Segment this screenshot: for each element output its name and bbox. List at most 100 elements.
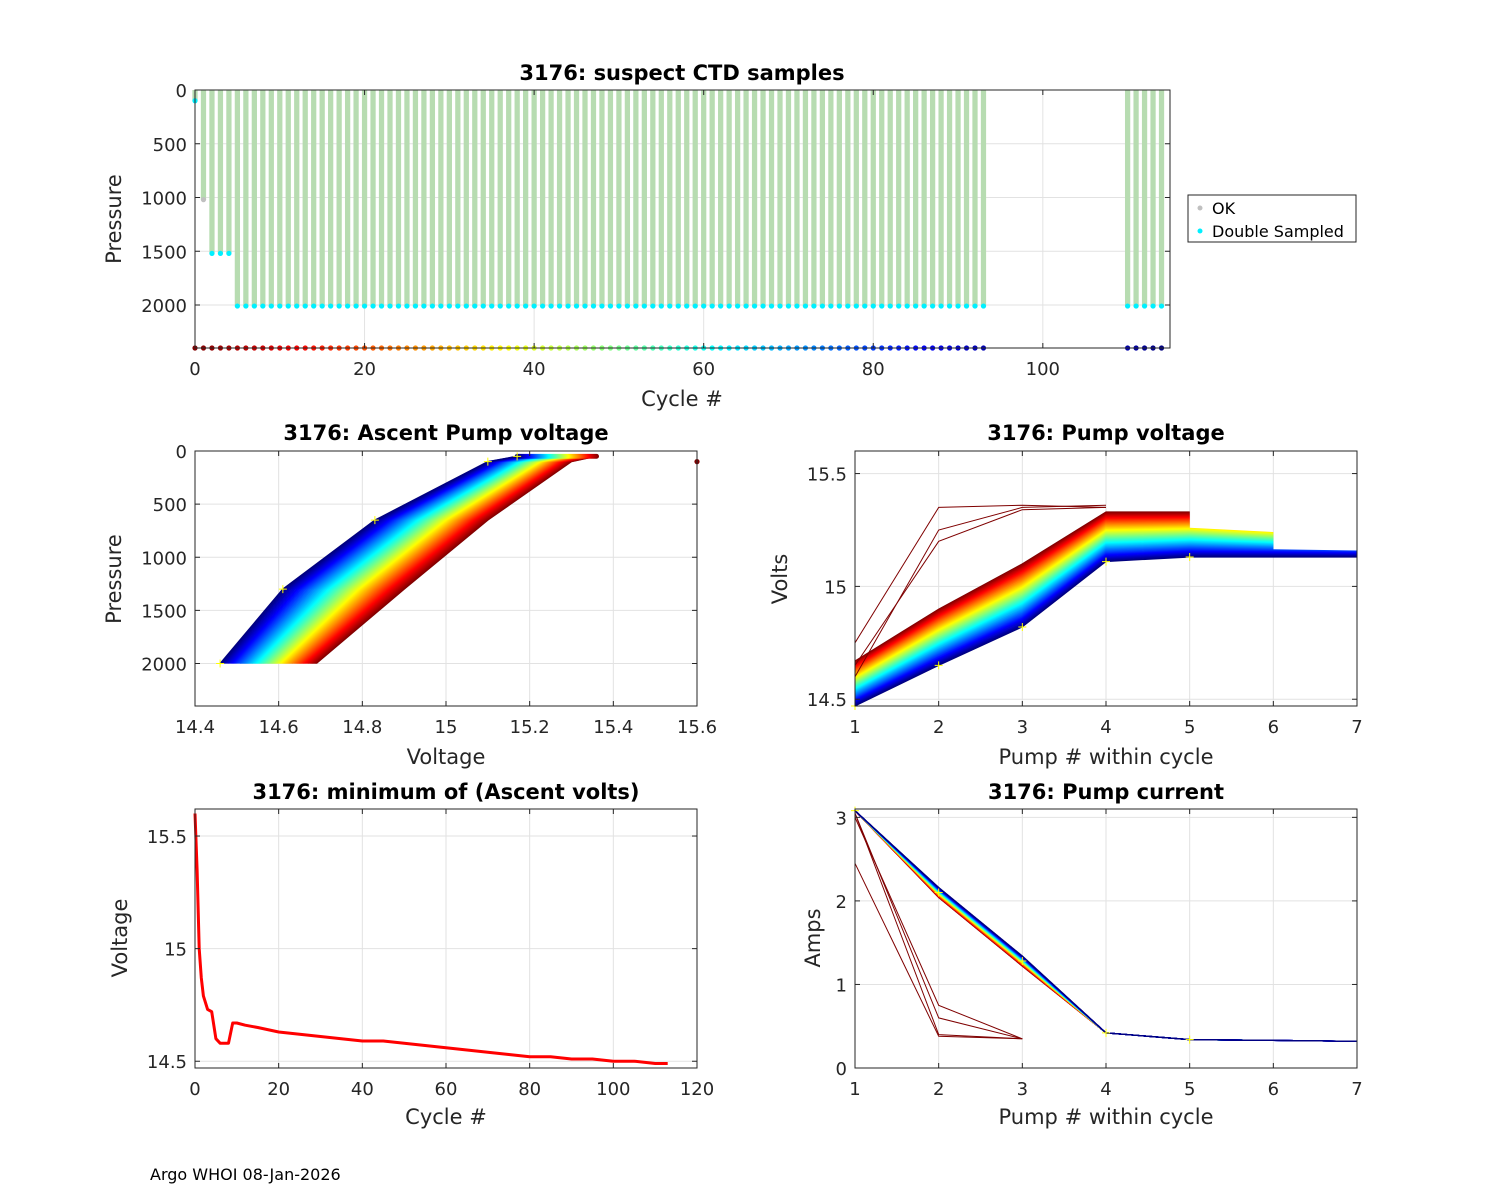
ctd-double-sample-point bbox=[972, 303, 978, 309]
ctd-sample-bar bbox=[938, 90, 944, 307]
ctd-double-sample-point bbox=[285, 303, 291, 309]
ctd-double-sample-point bbox=[675, 303, 681, 309]
pv-xtick-label: 5 bbox=[1184, 717, 1195, 738]
ctd-double-sample-point bbox=[633, 303, 639, 309]
ctd-sample-bar bbox=[692, 90, 698, 307]
ctd-sample-bar bbox=[455, 90, 461, 307]
ctd-double-sample-point bbox=[930, 303, 936, 309]
ctd-double-sample-point bbox=[667, 303, 673, 309]
ctd-xtick-label: 0 bbox=[189, 359, 200, 380]
ctd-double-sample-point bbox=[497, 303, 503, 309]
ctd-double-sample-point bbox=[243, 303, 249, 309]
ctd-double-sample-point bbox=[785, 303, 792, 309]
ctd-sample-bar bbox=[573, 90, 580, 307]
ctd-double-sample-point bbox=[319, 303, 325, 309]
ctd-double-sample-point bbox=[226, 250, 232, 256]
ctd-sample-bar bbox=[243, 90, 249, 307]
pv-ytick-label: 15.5 bbox=[807, 465, 847, 486]
ctd-sample-bar bbox=[294, 90, 300, 307]
pv-cycle-line bbox=[854, 534, 1274, 685]
ctd-ytick-label: 1000 bbox=[141, 189, 187, 210]
ctd-double-sample-point bbox=[345, 303, 351, 309]
ctd-double-sample-point bbox=[845, 303, 851, 309]
ctd-double-sample-point bbox=[590, 303, 597, 309]
pv-ytick-label: 14.5 bbox=[807, 690, 847, 711]
pc-xtick-label: 2 bbox=[933, 1079, 944, 1100]
ctd-double-sample-point bbox=[709, 303, 715, 309]
pc-ylabel: Amps bbox=[801, 908, 825, 967]
ctd-sample-bar bbox=[760, 90, 766, 307]
ctd-sample-bar bbox=[1150, 90, 1156, 307]
ctd-sample-bar bbox=[972, 90, 978, 307]
ctd-sample-bar bbox=[811, 90, 817, 307]
ctd-sample-bar bbox=[285, 90, 291, 307]
minv-xtick-label: 40 bbox=[351, 1079, 374, 1100]
ctd-sample-bar bbox=[463, 90, 469, 307]
ctd-sample-bar bbox=[582, 90, 588, 307]
ctd-sample-bar bbox=[650, 90, 656, 307]
ctd-double-sample-point bbox=[726, 303, 732, 309]
pv-first-cycle-marker bbox=[1102, 557, 1110, 566]
ctd-sample-bar bbox=[217, 90, 224, 254]
pv-xtick-label: 4 bbox=[1100, 717, 1111, 738]
ctd-double-sample-point bbox=[480, 303, 486, 309]
pv-cycle-line bbox=[854, 524, 1190, 675]
ctd-double-sample-point bbox=[1133, 303, 1139, 309]
asc-ytick-label: 0 bbox=[176, 442, 187, 463]
ctd-sample-bar bbox=[539, 90, 546, 307]
ctd-double-sample-point bbox=[531, 303, 537, 309]
minv-xtick-label: 60 bbox=[435, 1079, 458, 1100]
ctd-ylabel: Pressure bbox=[102, 174, 126, 264]
ctd-double-sample-point bbox=[573, 303, 580, 309]
ctd-double-sample-point bbox=[506, 303, 512, 309]
ctd-sample-bar bbox=[828, 90, 834, 307]
ctd-double-sample-point bbox=[921, 303, 927, 309]
ctd-double-sample-point bbox=[438, 303, 444, 309]
ctd-double-sample-point bbox=[599, 303, 605, 309]
pc-xtick-label: 6 bbox=[1268, 1079, 1279, 1100]
asc-ytick-label: 1000 bbox=[141, 548, 187, 569]
pc-early-cycle-line bbox=[854, 813, 1023, 1040]
asc-xtick-label: 14.8 bbox=[342, 717, 382, 738]
minv-ytick-label: 15.5 bbox=[147, 827, 187, 848]
asc-first-cycle-marker bbox=[278, 585, 287, 594]
pv-cycle-line bbox=[854, 541, 1274, 692]
ctd-sample-bar bbox=[480, 90, 486, 307]
ctd-sample-bar bbox=[404, 90, 410, 307]
ctd-double-sample-point bbox=[395, 303, 402, 309]
ctd-double-sample-point bbox=[980, 303, 987, 309]
ctd-double-sample-point bbox=[607, 303, 614, 309]
pc-lines bbox=[851, 806, 1358, 1044]
ctd-double-sample-point bbox=[896, 303, 902, 309]
ctd-sample-bar bbox=[955, 90, 961, 307]
ctd-double-sample-point bbox=[853, 303, 859, 309]
ctd-double-sample-point bbox=[404, 303, 410, 309]
ctd-sample-bar bbox=[429, 90, 436, 307]
ctd-sample-bar bbox=[446, 90, 452, 307]
ctd-double-sample-point bbox=[277, 303, 283, 309]
ctd-double-sample-point bbox=[794, 303, 800, 309]
pump-voltage-panel: 1 2 3 4 5 6 7 14.5 15 15.5 3176: Pump voltage Pum… bbox=[768, 421, 1363, 769]
ctd-sample-bar bbox=[726, 90, 732, 307]
ctd-double-sample-point bbox=[455, 303, 461, 309]
ctd-xtick-label: 100 bbox=[1026, 359, 1060, 380]
ctd-sample-bar bbox=[870, 90, 876, 307]
ascent-panel: 14.4 14.6 14.8 15 15.2 15.4 15.6 0 500 1000 1500 20… bbox=[102, 421, 717, 769]
ctd-sample-bar bbox=[879, 90, 885, 307]
ctd-sample-bar bbox=[302, 90, 308, 307]
legend-double-label: Double Sampled bbox=[1212, 222, 1344, 241]
pv-cycle-line bbox=[854, 526, 1190, 677]
asc-xtick-label: 15.2 bbox=[510, 717, 550, 738]
ctd-double-sample-point bbox=[463, 303, 469, 309]
ctd-double-sample-point bbox=[556, 303, 563, 309]
ctd-sample-bar bbox=[819, 90, 826, 307]
pv-ticks: 1 2 3 4 5 6 7 14.5 15 15.5 bbox=[807, 451, 1363, 738]
ctd-sample-bar bbox=[548, 90, 554, 307]
ctd-xtick-label: 40 bbox=[523, 359, 546, 380]
ctd-double-sample-point bbox=[811, 303, 817, 309]
pc-early-cycle-line bbox=[854, 863, 1023, 1040]
ctd-sample-bar bbox=[667, 90, 673, 307]
